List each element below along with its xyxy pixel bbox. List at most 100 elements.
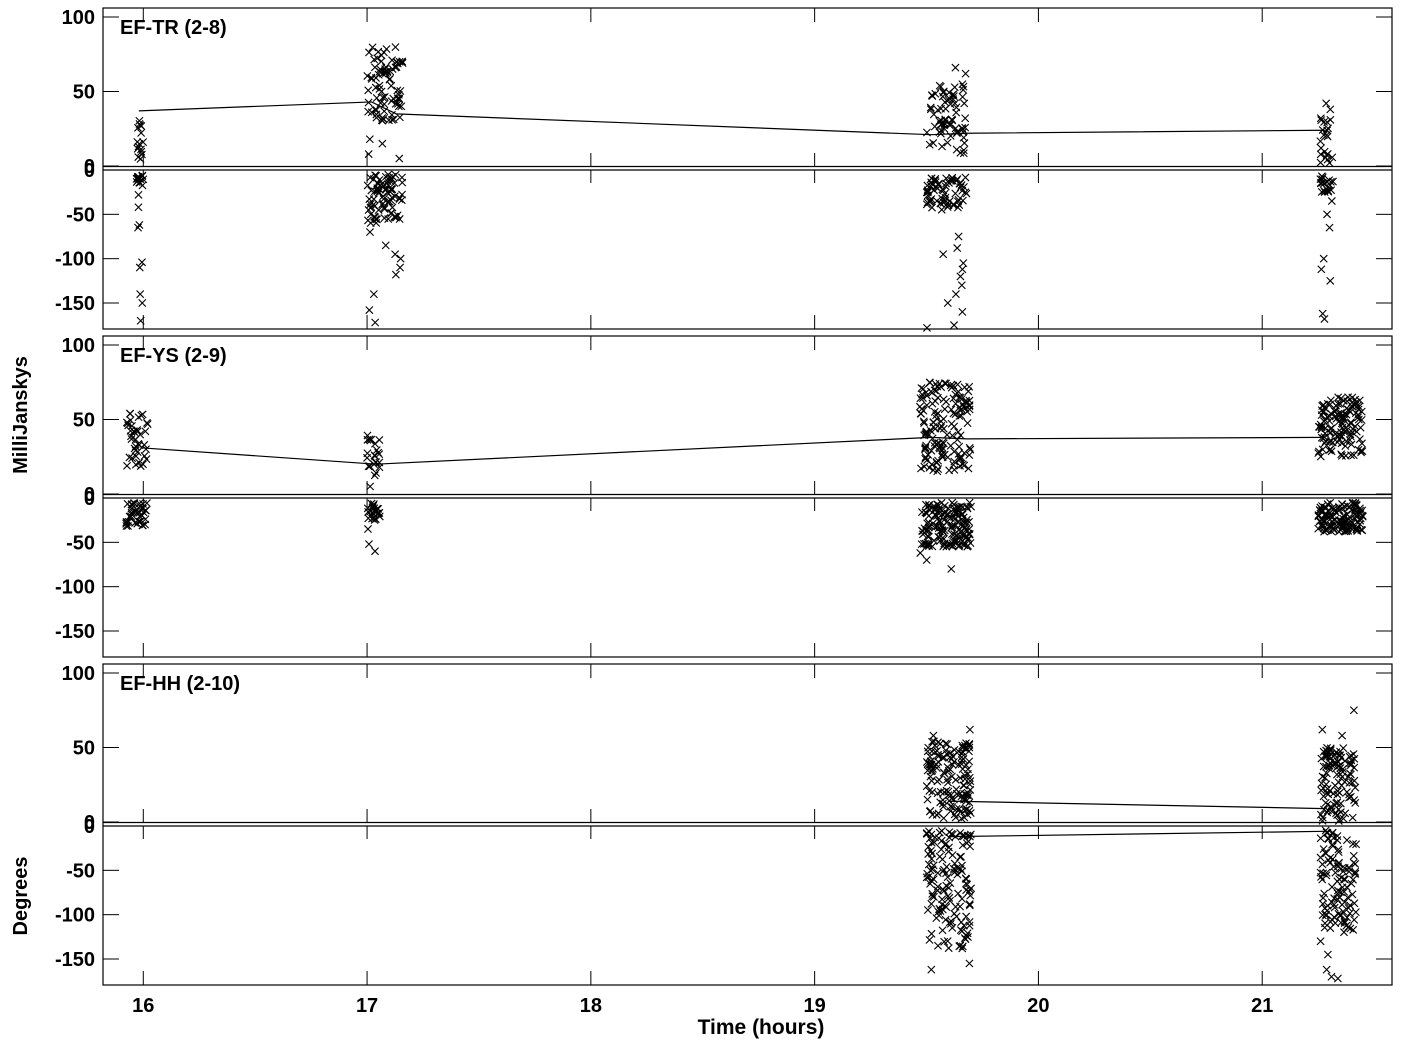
phase-point bbox=[1349, 839, 1358, 848]
phase-point bbox=[939, 885, 948, 894]
phase-point bbox=[1337, 911, 1346, 920]
phase-point bbox=[1323, 950, 1332, 959]
amplitude-point bbox=[371, 105, 380, 114]
amplitude-point bbox=[960, 99, 969, 108]
amplitude-point bbox=[391, 99, 400, 108]
phase-point bbox=[924, 518, 933, 527]
phase-point bbox=[366, 200, 375, 209]
amplitude-point bbox=[965, 757, 974, 766]
amplitude-point bbox=[940, 124, 949, 133]
phase-point bbox=[1325, 176, 1334, 185]
amplitude-point bbox=[139, 138, 148, 147]
phase-point bbox=[138, 299, 147, 307]
phase-point bbox=[938, 510, 947, 519]
amplitude-point bbox=[939, 87, 948, 96]
amplitude-point bbox=[142, 455, 151, 464]
phase-point bbox=[923, 869, 932, 878]
phase-point bbox=[1327, 898, 1336, 907]
amplitude-point bbox=[1317, 779, 1326, 788]
amplitude-point bbox=[949, 92, 958, 101]
phase-point bbox=[369, 502, 377, 511]
x-tick-label: 18 bbox=[580, 995, 602, 1017]
phase-point bbox=[129, 508, 138, 517]
phase-point bbox=[960, 530, 969, 539]
amplitude-point bbox=[363, 431, 372, 440]
phase-point bbox=[1357, 525, 1366, 534]
amplitude-point bbox=[1345, 778, 1354, 787]
phase-point bbox=[935, 533, 944, 542]
phase-point bbox=[1330, 903, 1339, 912]
amplitude-point bbox=[391, 43, 400, 52]
amplitude-point bbox=[1349, 706, 1358, 715]
amplitude-point bbox=[137, 128, 146, 137]
amplitude-point bbox=[947, 754, 956, 763]
amplitude-point bbox=[957, 814, 966, 823]
phase-point bbox=[1349, 851, 1358, 860]
amplitude-point bbox=[137, 147, 146, 156]
phase-point bbox=[136, 316, 145, 325]
phase-point bbox=[923, 532, 932, 541]
amplitude-point bbox=[963, 810, 972, 819]
amplitude-point bbox=[922, 427, 931, 436]
phase-point bbox=[134, 190, 143, 199]
phase-point bbox=[1324, 835, 1333, 844]
amplitude-point bbox=[1341, 442, 1350, 451]
phase-point bbox=[1351, 867, 1360, 876]
amplitude-point bbox=[950, 447, 959, 456]
amplitude-point bbox=[1332, 770, 1341, 779]
amplitude-point bbox=[387, 97, 396, 106]
amplitude-point bbox=[365, 135, 374, 144]
amplitude-point bbox=[943, 763, 952, 772]
amplitude-point bbox=[938, 438, 947, 447]
phase-point bbox=[1338, 521, 1347, 530]
phase-point bbox=[1331, 868, 1340, 877]
phase-point bbox=[1328, 855, 1337, 864]
amplitude-point bbox=[142, 418, 151, 427]
phase-point bbox=[1323, 511, 1332, 520]
amplitude-point bbox=[1318, 816, 1327, 825]
amplitude-point bbox=[952, 805, 961, 813]
phase-point bbox=[928, 865, 937, 874]
x-tick-label: 19 bbox=[804, 995, 826, 1017]
amplitude-point bbox=[370, 63, 379, 72]
amplitude-point bbox=[1347, 751, 1356, 760]
phase-point bbox=[922, 323, 931, 332]
amplitude-point bbox=[965, 396, 974, 405]
amplitude-point bbox=[1344, 393, 1353, 402]
phase-point bbox=[1322, 868, 1331, 877]
amplitude-point bbox=[1338, 423, 1347, 432]
phase-point bbox=[956, 864, 965, 873]
amplitude-point bbox=[964, 747, 973, 756]
phase-point bbox=[378, 200, 387, 209]
y-tick-label-phase: -50 bbox=[66, 532, 95, 554]
phase-point bbox=[369, 175, 378, 184]
phase-point bbox=[398, 190, 407, 199]
phase-point bbox=[1344, 904, 1353, 912]
phase-point bbox=[938, 506, 947, 515]
amplitude-point bbox=[1326, 744, 1335, 753]
amplitude-point bbox=[926, 105, 935, 114]
amplitude-point bbox=[946, 807, 955, 816]
amplitude-point bbox=[385, 74, 394, 83]
phase-point bbox=[925, 935, 934, 944]
phase-point bbox=[961, 523, 970, 532]
phase-point bbox=[1353, 509, 1362, 518]
amplitude-point bbox=[1327, 807, 1336, 816]
amplitude-point bbox=[933, 467, 942, 476]
amplitude-point bbox=[387, 81, 396, 90]
phase-point bbox=[1342, 836, 1351, 845]
amplitude-point bbox=[372, 113, 381, 122]
amplitude-point bbox=[372, 94, 381, 103]
amplitude-point bbox=[395, 95, 404, 104]
y-tick-label-phase: -150 bbox=[55, 621, 95, 643]
phase-point bbox=[1317, 265, 1326, 274]
amplitude-point bbox=[950, 810, 959, 819]
amplitude-point bbox=[940, 788, 949, 797]
phase-point bbox=[1343, 913, 1352, 922]
phase-point bbox=[927, 854, 936, 863]
phase-point bbox=[963, 932, 972, 941]
amplitude-point bbox=[1318, 772, 1327, 781]
amplitude-point bbox=[141, 427, 150, 436]
amplitude-point bbox=[955, 804, 964, 813]
amplitude-point bbox=[943, 740, 952, 749]
